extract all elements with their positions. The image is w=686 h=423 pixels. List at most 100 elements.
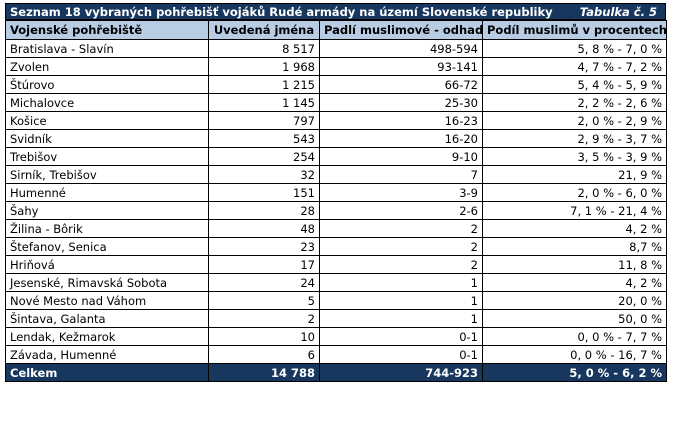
total-muslims-estimate: 744-923 <box>319 363 483 382</box>
cemetery-name: Šahy <box>5 201 209 220</box>
names-count: 1 215 <box>208 75 320 94</box>
header-muslim-share: Podíl muslimů v procentech <box>482 20 667 40</box>
names-count: 8 517 <box>208 39 320 58</box>
muslims-estimate: 0-1 <box>319 345 483 364</box>
muslim-share: 8,7 % <box>482 237 667 256</box>
muslim-share: 2, 2 % - 2, 6 % <box>482 93 667 112</box>
names-count: 28 <box>208 201 320 220</box>
total-names: 14 788 <box>208 363 320 382</box>
muslim-share: 20, 0 % <box>482 291 667 310</box>
table-row: Nové Mesto nad Váhom 5 1 20, 0 % <box>5 291 667 310</box>
total-muslim-share: 5, 0 % - 6, 2 % <box>482 363 667 382</box>
names-count: 254 <box>208 147 320 166</box>
names-count: 5 <box>208 291 320 310</box>
table-row: Jesenské, Rimavská Sobota 24 1 4, 2 % <box>5 273 667 292</box>
muslim-share: 11, 8 % <box>482 255 667 274</box>
cemetery-name: Žilina - Bôrik <box>5 219 209 238</box>
names-count: 1 968 <box>208 57 320 76</box>
cemetery-name: Svidník <box>5 129 209 148</box>
table-label: Tabulka č. 5 <box>579 5 657 19</box>
cemetery-name: Lendak, Kežmarok <box>5 327 209 346</box>
names-count: 17 <box>208 255 320 274</box>
muslim-share: 2, 9 % - 3, 7 % <box>482 129 667 148</box>
names-count: 1 145 <box>208 93 320 112</box>
names-count: 23 <box>208 237 320 256</box>
cemetery-name: Košice <box>5 111 209 130</box>
muslim-share: 4, 2 % <box>482 219 667 238</box>
header-names: Uvedená jména <box>208 20 320 40</box>
table-row: Štefanov, Senica 23 2 8,7 % <box>5 237 667 256</box>
muslim-share: 0, 0 % - 16, 7 % <box>482 345 667 364</box>
names-count: 32 <box>208 165 320 184</box>
names-count: 10 <box>208 327 320 346</box>
cemetery-name: Trebišov <box>5 147 209 166</box>
names-count: 48 <box>208 219 320 238</box>
table-row: Trebišov 254 9-10 3, 5 % - 3, 9 % <box>5 147 667 166</box>
table-row: Zvolen 1 968 93-141 4, 7 % - 7, 2 % <box>5 57 667 76</box>
table-row: Štúrovo 1 215 66-72 5, 4 % - 5, 9 % <box>5 75 667 94</box>
table-title: Seznam 18 vybraných pohřebišť vojáků Rud… <box>10 5 553 19</box>
muslim-share: 4, 2 % <box>482 273 667 292</box>
table-row: Šintava, Galanta 2 1 50, 0 % <box>5 309 667 328</box>
names-count: 543 <box>208 129 320 148</box>
table-row: Hriňová 17 2 11, 8 % <box>5 255 667 274</box>
muslims-estimate: 25-30 <box>319 93 483 112</box>
cemetery-name: Bratislava - Slavín <box>5 39 209 58</box>
cemetery-name: Jesenské, Rimavská Sobota <box>5 273 209 292</box>
cemetery-name: Závada, Humenné <box>5 345 209 364</box>
muslims-estimate: 2-6 <box>319 201 483 220</box>
table-row: Svidník 543 16-20 2, 9 % - 3, 7 % <box>5 129 667 148</box>
cemetery-name: Michalovce <box>5 93 209 112</box>
muslims-estimate: 0-1 <box>319 327 483 346</box>
muslims-estimate: 66-72 <box>319 75 483 94</box>
muslims-estimate: 2 <box>319 237 483 256</box>
cemetery-name: Štefanov, Senica <box>5 237 209 256</box>
table-row: Sirník, Trebišov 32 7 21, 9 % <box>5 165 667 184</box>
muslim-share: 5, 8 % - 7, 0 % <box>482 39 667 58</box>
total-row: Celkem 14 788 744-923 5, 0 % - 6, 2 % <box>5 363 667 382</box>
muslims-estimate: 1 <box>319 291 483 310</box>
muslim-share: 3, 5 % - 3, 9 % <box>482 147 667 166</box>
muslim-share: 5, 4 % - 5, 9 % <box>482 75 667 94</box>
table-row: Lendak, Kežmarok 10 0-1 0, 0 % - 7, 7 % <box>5 327 667 346</box>
table-title-bar: Seznam 18 vybraných pohřebišť vojáků Rud… <box>5 3 666 20</box>
muslims-estimate: 1 <box>319 309 483 328</box>
names-count: 797 <box>208 111 320 130</box>
muslims-estimate: 16-20 <box>319 129 483 148</box>
muslims-estimate: 93-141 <box>319 57 483 76</box>
total-label: Celkem <box>5 363 209 382</box>
names-count: 6 <box>208 345 320 364</box>
table-row: Michalovce 1 145 25-30 2, 2 % - 2, 6 % <box>5 93 667 112</box>
table-body: Bratislava - Slavín 8 517 498-594 5, 8 % - … <box>5 39 667 364</box>
table-container: Seznam 18 vybraných pohřebišť vojáků Rud… <box>5 3 667 382</box>
muslims-estimate: 3-9 <box>319 183 483 202</box>
names-count: 2 <box>208 309 320 328</box>
header-cemetery: Vojenské pohřebiště <box>5 20 209 40</box>
names-count: 151 <box>208 183 320 202</box>
names-count: 24 <box>208 273 320 292</box>
muslim-share: 0, 0 % - 7, 7 % <box>482 327 667 346</box>
header-muslims-estimate: Padlí muslimové - odhad <box>319 20 483 40</box>
table-row: Humenné 151 3-9 2, 0 % - 6, 0 % <box>5 183 667 202</box>
muslims-estimate: 7 <box>319 165 483 184</box>
cemetery-name: Šintava, Galanta <box>5 309 209 328</box>
cemetery-name: Štúrovo <box>5 75 209 94</box>
header-row: Vojenské pohřebiště Uvedená jména Padlí … <box>5 20 667 40</box>
cemetery-name: Zvolen <box>5 57 209 76</box>
table-row: Bratislava - Slavín 8 517 498-594 5, 8 % - … <box>5 39 667 58</box>
muslim-share: 4, 7 % - 7, 2 % <box>482 57 667 76</box>
muslim-share: 7, 1 % - 21, 4 % <box>482 201 667 220</box>
muslims-estimate: 9-10 <box>319 147 483 166</box>
muslims-estimate: 2 <box>319 219 483 238</box>
table-row: Závada, Humenné 6 0-1 0, 0 % - 16, 7 % <box>5 345 667 364</box>
muslims-estimate: 498-594 <box>319 39 483 58</box>
cemetery-name: Sirník, Trebišov <box>5 165 209 184</box>
muslims-estimate: 2 <box>319 255 483 274</box>
table-row: Žilina - Bôrik 48 2 4, 2 % <box>5 219 667 238</box>
muslims-estimate: 16-23 <box>319 111 483 130</box>
cemetery-table: Vojenské pohřebiště Uvedená jména Padlí … <box>5 20 667 382</box>
muslim-share: 2, 0 % - 6, 0 % <box>482 183 667 202</box>
muslim-share: 2, 0 % - 2, 9 % <box>482 111 667 130</box>
muslims-estimate: 1 <box>319 273 483 292</box>
cemetery-name: Nové Mesto nad Váhom <box>5 291 209 310</box>
